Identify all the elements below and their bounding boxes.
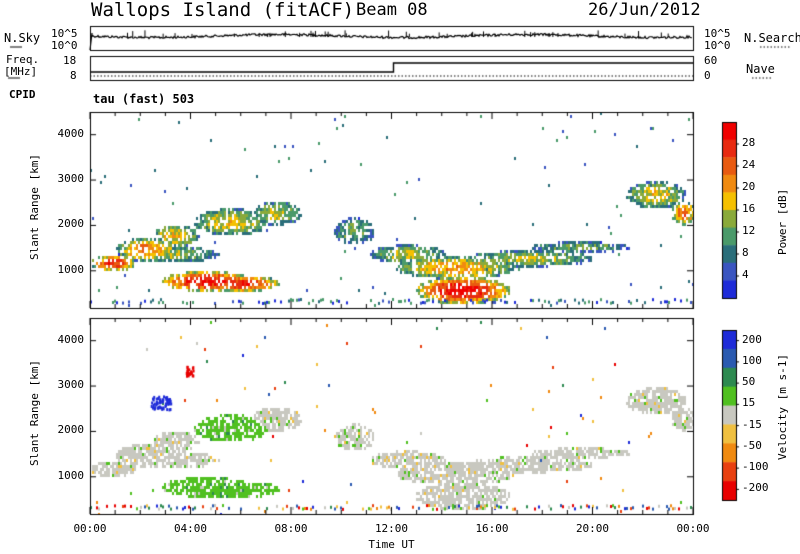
- y-tick-label: 4000: [57, 126, 85, 140]
- nsearch-label: N.Search: [744, 31, 800, 45]
- freq-tick-bottom: 8: [70, 69, 77, 82]
- colorbar-tick-label: 28: [742, 136, 756, 149]
- nave-tick-bottom: 0: [704, 69, 711, 82]
- x-axis-label: Time UT: [368, 538, 415, 551]
- cpid-text: tau (fast) 503: [93, 92, 195, 106]
- nsky-tick-bottom: 10^0: [51, 39, 78, 52]
- y-axis-label: Slant Range [km]: [28, 154, 41, 260]
- y-tick-label: 2000: [57, 217, 85, 231]
- nsky-tick-top: 10^5: [51, 27, 78, 40]
- colorbar-tick-label: 50: [742, 375, 756, 389]
- colorbar-label: Power [dB]: [776, 188, 789, 255]
- site-title: Wallops Island (fitACF): [91, 0, 355, 21]
- freq-tick-top: 18: [63, 54, 77, 67]
- nsearch-tick-top: 10^5: [704, 27, 731, 40]
- x-tick-label: 12:00: [374, 522, 409, 535]
- colorbar-tick-label: 12: [742, 224, 756, 237]
- nave-tick-top: 60: [704, 54, 718, 67]
- x-tick-label: 00:00: [676, 522, 710, 535]
- nsearch-tick-bottom: 10^0: [704, 39, 731, 52]
- x-tick-label: 16:00: [475, 522, 509, 535]
- nave-label: Nave: [746, 62, 775, 76]
- freq-unit: [MHz]: [4, 65, 38, 78]
- y-tick-label: 2000: [57, 423, 85, 437]
- x-tick-label: 08:00: [274, 522, 308, 535]
- x-tick-label: 00:00: [73, 522, 107, 535]
- freq-label: Freq.: [6, 53, 40, 66]
- colorbar-label: Velocity [m s-1]: [776, 354, 789, 460]
- y-tick-label: 3000: [57, 378, 85, 392]
- cpid-label: CPID: [9, 88, 36, 101]
- nsky-label: N.Sky: [4, 31, 41, 45]
- colorbar-tick-label: 16: [742, 202, 756, 215]
- colorbar-tick-label: -15: [742, 417, 762, 431]
- y-axis-label: Slant Range [km]: [28, 360, 41, 466]
- colorbar-tick-label: 8: [742, 246, 749, 259]
- colorbar-tick-label: 4: [742, 268, 749, 281]
- colorbar-tick-label: 20: [742, 180, 756, 193]
- colorbar-tick-label: -200: [742, 481, 769, 495]
- y-tick-label: 1000: [57, 468, 85, 482]
- colorbar-tick-label: 24: [742, 158, 756, 171]
- x-tick-label: 04:00: [173, 522, 208, 535]
- colorbar-tick-label: 200: [742, 332, 762, 346]
- y-tick-label: 3000: [57, 172, 85, 186]
- colorbar-tick-label: 100: [742, 353, 762, 367]
- y-tick-label: 1000: [57, 262, 85, 276]
- colorbar-tick-label: -100: [742, 460, 769, 474]
- beam-title: Beam 08: [356, 0, 428, 20]
- colorbar-tick-label: 15: [742, 396, 756, 410]
- x-tick-label: 20:00: [575, 522, 610, 535]
- colorbar-tick-label: -50: [742, 438, 762, 452]
- y-tick-label: 4000: [57, 332, 85, 346]
- date-title: 26/Jun/2012: [588, 0, 701, 20]
